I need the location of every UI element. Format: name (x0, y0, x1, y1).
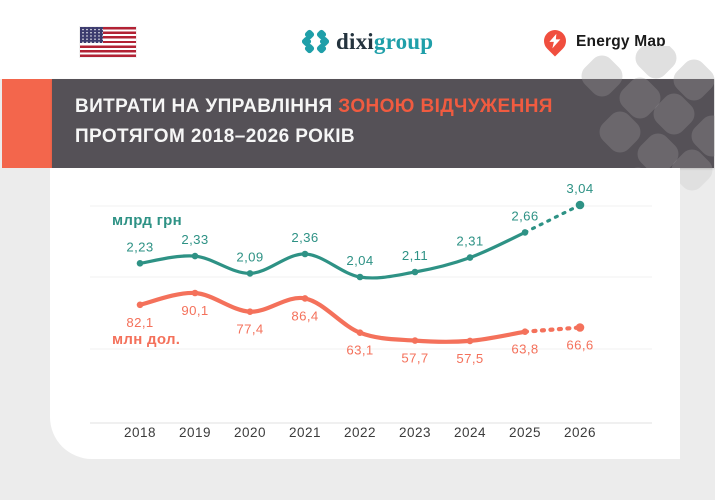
energy-map-pin-icon (539, 25, 571, 57)
data-point (246, 308, 254, 315)
data-label: 63,8 (511, 342, 538, 357)
data-point (191, 252, 199, 260)
data-point (521, 328, 529, 335)
title-accent-bar (2, 79, 52, 168)
chart-line-1 (137, 290, 528, 344)
chart-forecast-line-0 (523, 203, 582, 234)
x-axis-label: 2020 (234, 425, 266, 440)
chart-forecast-line-1 (522, 325, 583, 334)
title-band: ВИТРАТИ НА УПРАВЛІННЯ ЗОНОЮ ВІДЧУЖЕННЯ П… (52, 79, 714, 168)
x-axis-label: 2025 (509, 425, 541, 440)
data-point (466, 337, 474, 345)
data-label: 77,4 (236, 322, 263, 337)
data-label: 2,23 (126, 239, 153, 254)
us-flag-canton (80, 27, 103, 44)
brand-name-group: group (373, 28, 434, 54)
x-axis-label: 2026 (564, 425, 596, 440)
data-label: 2,04 (346, 253, 373, 268)
page-title: ВИТРАТИ НА УПРАВЛІННЯ ЗОНОЮ ВІДЧУЖЕННЯ П… (52, 79, 714, 152)
x-axis-label: 2018 (124, 425, 156, 440)
data-point (411, 337, 419, 344)
data-point (575, 323, 585, 332)
lightning-bolt-icon (549, 33, 561, 49)
data-label: 2,33 (181, 232, 208, 247)
data-point (356, 329, 364, 336)
data-label: 2,11 (402, 248, 428, 263)
dixigroup-logo: dixigroup (302, 28, 433, 55)
data-label: 2,66 (511, 208, 538, 223)
data-label: 66,6 (566, 338, 593, 353)
data-point (246, 270, 254, 277)
energy-map-label: Energy Map (576, 33, 666, 50)
data-point (301, 250, 309, 258)
data-point (466, 254, 474, 261)
brand-name-dixi: dixi (336, 28, 374, 54)
x-axis-label: 2024 (454, 425, 486, 440)
us-flag-icon (80, 27, 136, 57)
x-axis-label: 2021 (289, 425, 321, 440)
data-label: 2,09 (236, 249, 263, 264)
data-label: 63,1 (346, 343, 373, 358)
header-bar: dixigroup Energy Map (0, 0, 715, 79)
chart-svg: 2018 2019 2020 2021 2022 2023 2024 2025 2026 2,23… (90, 181, 652, 440)
series-label-uah: млрд грн (112, 212, 182, 229)
data-label: 2,31 (456, 234, 483, 249)
data-label: 3,04 (566, 181, 593, 196)
energy-map-logo: Energy Map (539, 25, 666, 57)
data-point (575, 200, 585, 210)
series-label-usd: млн дол. (112, 331, 181, 348)
data-label: 2,36 (291, 230, 318, 245)
title-line1-highlight: ЗОНОЮ ВІДЧУЖЕННЯ (338, 96, 553, 117)
x-axis-label: 2022 (344, 425, 376, 440)
data-point (521, 229, 529, 236)
data-label: 57,7 (401, 351, 428, 366)
dixigroup-wordmark: dixigroup (336, 29, 433, 55)
data-label: 90,1 (181, 303, 208, 318)
data-point (356, 273, 364, 281)
data-label: 82,1 (126, 315, 153, 330)
data-point (191, 289, 199, 297)
data-point (301, 295, 309, 302)
data-label: 86,4 (291, 308, 318, 323)
data-label: 57,5 (456, 351, 483, 366)
chart-line-0 (138, 230, 527, 280)
x-axis-label: 2023 (399, 425, 431, 440)
x-axis-label: 2019 (179, 425, 211, 440)
title-line2: ПРОТЯГОМ 2018–2026 РОКІВ (75, 126, 356, 147)
dixigroup-icon (302, 29, 329, 54)
data-point (136, 260, 144, 267)
data-point (136, 301, 144, 309)
data-point (411, 268, 419, 276)
title-line1-white: ВИТРАТИ НА УПРАВЛІННЯ (75, 96, 339, 117)
chart-card: 2018 2019 2020 2021 2022 2023 2024 2025 2026 2,23… (50, 168, 680, 459)
